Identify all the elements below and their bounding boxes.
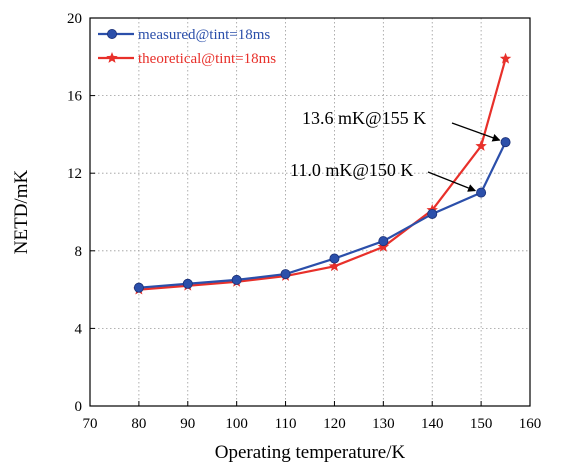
y-tick-label: 4 (75, 321, 83, 337)
x-tick-label: 90 (180, 416, 195, 432)
data-point (427, 208, 438, 219)
data-point (328, 260, 341, 272)
data-point (329, 253, 340, 264)
x-tick-label: 120 (323, 416, 346, 432)
data-point (475, 140, 487, 151)
annotation-label: 13.6 mK@155 K (302, 108, 426, 128)
x-tick-label: 80 (131, 416, 146, 432)
y-tick-label: 16 (67, 89, 83, 105)
x-axis-label: Operating temperature/K (215, 442, 406, 463)
annotation-arrow (427, 171, 477, 192)
data-point (280, 269, 291, 280)
x-tick-label: 150 (470, 416, 493, 432)
annotations: 13.6 mK@155 K 11.0 mK@150 K (290, 108, 501, 192)
series-layer (133, 52, 512, 295)
series-measured (133, 137, 511, 293)
annotation-label: 11.0 mK@150 K (290, 160, 413, 180)
data-point (500, 137, 511, 148)
legend-label: theoretical@tint=18ms (138, 51, 276, 67)
data-point (476, 187, 487, 198)
grid (90, 18, 530, 406)
legend: measured@tint=18ms theoretical@tint=18ms (98, 27, 276, 67)
plot-frame (89, 17, 531, 407)
y-tick-label: 12 (67, 166, 82, 182)
x-tick-label: 130 (372, 416, 395, 432)
x-tick-label: 140 (421, 416, 444, 432)
data-point (133, 282, 144, 293)
legend-label: measured@tint=18ms (138, 27, 270, 43)
x-tick-label: 100 (225, 416, 248, 432)
data-point (231, 274, 242, 285)
x-tick-label: 70 (83, 416, 98, 432)
y-tick-label: 8 (75, 244, 83, 260)
x-tick-label: 160 (519, 416, 542, 432)
y-axis-ticks: 0 4 8 12 16 20 (67, 11, 95, 415)
y-tick-label: 20 (67, 11, 82, 27)
data-point (182, 278, 193, 289)
annotation-arrow (451, 122, 501, 142)
x-tick-label: 110 (275, 416, 297, 432)
data-point (499, 52, 512, 64)
y-axis-label: NETD/mK (11, 170, 32, 255)
data-point (378, 236, 389, 247)
legend-marker (107, 28, 118, 39)
data-point (377, 240, 390, 252)
y-tick-label: 0 (75, 399, 83, 415)
legend-marker (106, 52, 118, 63)
x-axis-ticks: 70 80 90 100 110 120 130 140 150 160 (83, 401, 542, 432)
